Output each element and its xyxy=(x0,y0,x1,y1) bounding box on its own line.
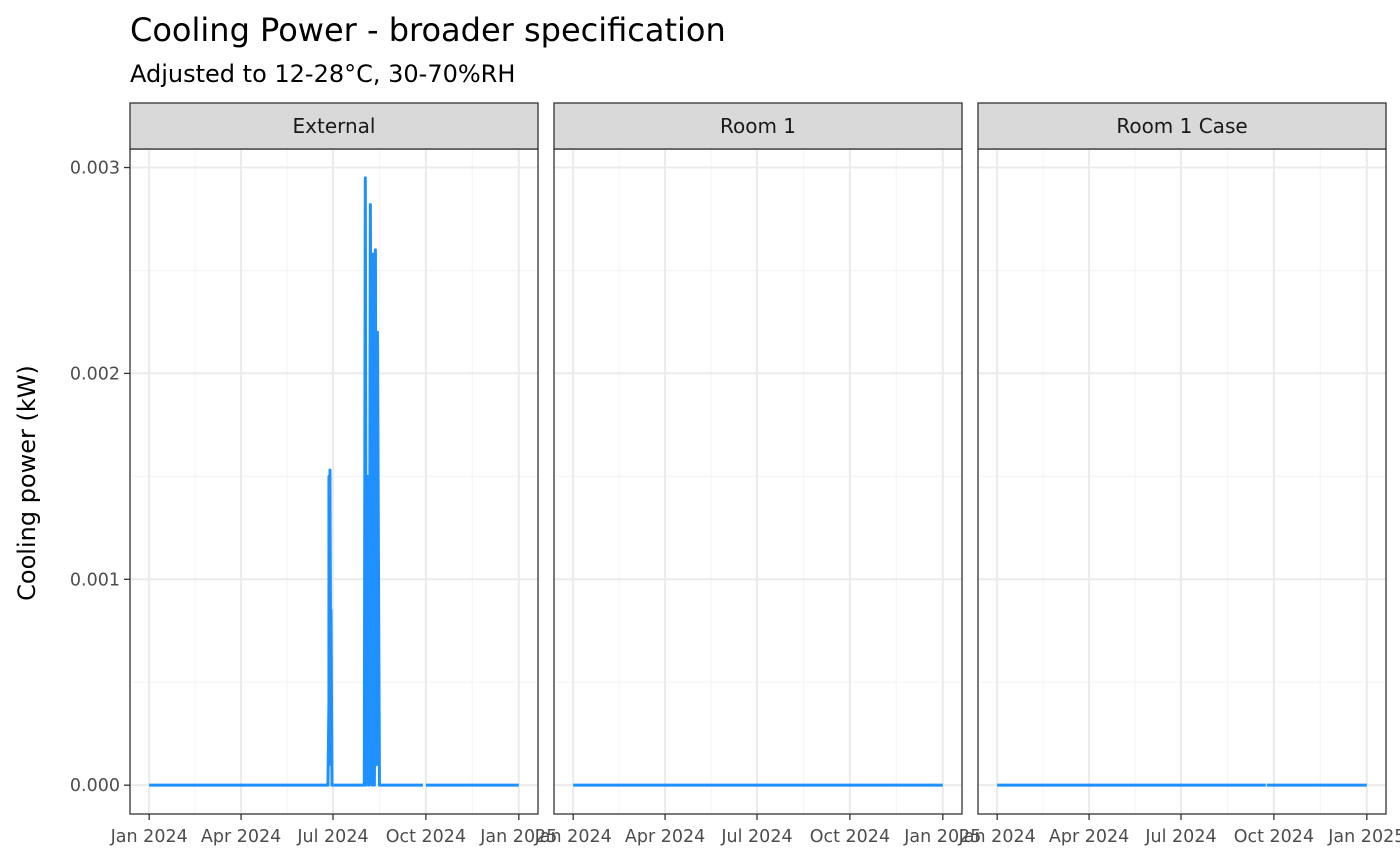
facet-strip-label: External xyxy=(293,114,376,138)
x-tick-label: Jul 2024 xyxy=(1144,827,1216,847)
x-tick-label: Jan 2025 xyxy=(903,827,981,847)
facet-strip-label: Room 1 xyxy=(720,114,796,138)
y-axis-title: Cooling power (kW) xyxy=(13,365,41,601)
x-tick-label: Apr 2024 xyxy=(625,827,705,847)
y-tick-label: 0.001 xyxy=(70,570,120,590)
x-tick-label: Jul 2024 xyxy=(296,827,368,847)
y-tick-label: 0.000 xyxy=(70,776,120,796)
x-tick-label: Apr 2024 xyxy=(201,827,281,847)
x-tick-label: Oct 2024 xyxy=(810,827,890,847)
x-tick-label: Jan 2024 xyxy=(110,827,188,847)
y-tick-label: 0.002 xyxy=(70,364,120,384)
x-tick-label: Jan 2024 xyxy=(534,827,612,847)
facet-panel: Room 1 Case Jan 2024 Apr 2024 Jul 2024 Oct 2… xyxy=(958,102,1400,847)
chart-subtitle: Adjusted to 12-28°C, 30-70%RH xyxy=(130,60,515,88)
chart-title: Cooling Power - broader specification xyxy=(130,11,726,49)
panel-background xyxy=(978,149,1386,814)
panel-background xyxy=(130,149,538,814)
facet-strip-label: Room 1 Case xyxy=(1116,114,1247,138)
facet-panel: Room 1 Jan 2024 Apr 2024 Jul 2024 Oct 2024 Ja… xyxy=(534,102,981,847)
x-tick-label: Oct 2024 xyxy=(386,827,466,847)
x-tick-label: Oct 2024 xyxy=(1234,827,1314,847)
facet-strip xyxy=(977,102,1387,150)
series-line xyxy=(149,176,423,787)
y-tick-label: 0.003 xyxy=(70,159,120,179)
facet-panel: External Jan 2024 Apr 2024 Jul 2024 Oct 2024… xyxy=(70,102,557,847)
panel-background xyxy=(554,149,962,814)
facet-panels: External Jan 2024 Apr 2024 Jul 2024 Oct 2024… xyxy=(70,102,1400,847)
facet-strip xyxy=(129,102,539,150)
x-tick-label: Jan 2025 xyxy=(479,827,557,847)
x-tick-label: Jan 2024 xyxy=(958,827,1036,847)
facet-strip xyxy=(553,102,963,150)
x-tick-label: Jul 2024 xyxy=(720,827,792,847)
x-tick-label: Apr 2024 xyxy=(1049,827,1129,847)
x-tick-label: Jan 2025 xyxy=(1327,827,1400,847)
